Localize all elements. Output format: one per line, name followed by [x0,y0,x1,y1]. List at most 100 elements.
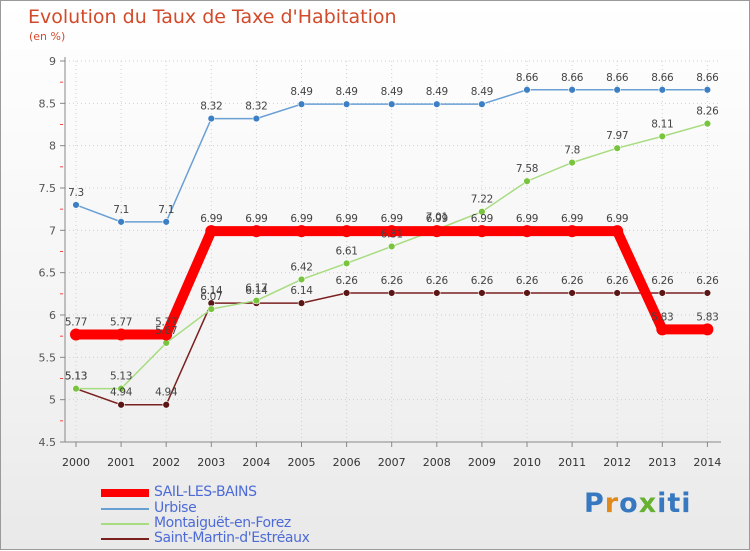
data-label-urbise: 7.3 [68,187,84,199]
x-tick-label: 2004 [242,456,270,469]
point-montaiguet-en-forez [72,384,80,393]
data-label-saint-martin-d-estreaux: 4.94 [110,387,133,399]
point-montaiguet-en-forez [613,144,621,152]
point-sail-les-bains [521,225,533,238]
data-label-montaiguet-en-forez: 7.58 [516,163,538,175]
data-label-sail-les-bains: 6.99 [516,213,538,225]
point-urbise [388,100,396,108]
point-montaiguet-en-forez [207,305,216,313]
x-tick-label: 2008 [423,456,451,469]
x-tick-label: 2012 [603,456,631,469]
data-label-montaiguet-en-forez: 6.07 [200,291,222,303]
point-montaiguet-en-forez [568,158,576,167]
chart-title: Evolution du Taux de Taxe d'Habitation [28,6,397,28]
point-urbise [297,100,306,108]
data-label-saint-martin-d-estreaux: 6.26 [696,275,719,287]
y-tick-label: 7.5 [39,182,57,195]
data-label-urbise: 8.66 [651,72,674,84]
point-montaiguet-en-forez [342,259,351,268]
data-label-montaiguet-en-forez: 6.17 [245,283,267,295]
x-tick-label: 2000 [62,456,90,469]
data-label-montaiguet-en-forez: 7.97 [606,130,628,142]
data-label-saint-martin-d-estreaux: 6.26 [561,275,584,287]
data-label-sail-les-bains: 6.99 [336,213,358,225]
proxiti-logo: Proxiti [584,488,692,519]
data-label-urbise: 8.66 [606,72,629,84]
point-sail-les-bains [250,225,263,238]
data-label-saint-martin-d-estreaux: 6.14 [200,285,223,297]
point-urbise [658,86,666,94]
point-sail-les-bains [475,225,488,238]
point-urbise [433,100,441,108]
point-montaiguet-en-forez [478,208,486,216]
y-tick-label: 6 [49,309,56,322]
point-sail-les-bains [385,225,398,238]
data-label-urbise: 8.49 [426,86,448,98]
point-sail-les-bains [656,323,669,336]
data-label-saint-martin-d-estreaux: 5.13 [65,371,87,383]
point-saint-martin-d-estreaux [433,289,441,297]
point-saint-martin-d-estreaux [568,289,576,297]
x-tick-label: 2003 [197,456,225,469]
y-tick-label: 6.5 [39,267,57,280]
x-tick-label: 2014 [693,456,721,469]
point-montaiguet-en-forez [162,339,170,347]
x-tick-label: 2010 [513,456,541,469]
data-label-montaiguet-en-forez: 8.26 [696,106,719,118]
legend-label-montaiguet: Montaiguët-en-Forez [154,515,291,531]
data-label-montaiguet-en-forez: 6.61 [336,245,358,257]
y-tick-label: 8 [49,140,56,153]
x-tick-label: 2001 [107,456,135,469]
point-montaiguet-en-forez [117,384,125,393]
x-tick-label: 2011 [558,456,586,469]
data-label-montaiguet-en-forez: 7.01 [426,211,448,223]
data-label-urbise: 8.66 [561,72,584,84]
point-sail-les-bains [70,328,82,341]
point-urbise [342,100,351,108]
data-label-sail-les-bains: 6.99 [606,213,628,225]
point-urbise [72,201,80,209]
x-tick-label: 2007 [378,456,406,469]
point-sail-les-bains [295,225,308,238]
legend-swatch-saint-martin [101,538,149,540]
x-tick-label: 2005 [288,456,316,469]
x-tick-label: 2013 [648,456,676,469]
point-urbise [117,218,125,226]
point-montaiguet-en-forez [703,119,712,128]
legend-swatch-montaiguet [101,523,149,525]
data-label-sail-les-bains: 6.99 [290,213,312,225]
point-urbise [613,86,621,94]
point-saint-martin-d-estreaux [703,289,712,297]
data-label-saint-martin-d-estreaux: 6.26 [471,275,494,287]
point-saint-martin-d-estreaux [342,289,351,297]
point-sail-les-bains [205,225,218,238]
point-saint-martin-d-estreaux [478,289,486,297]
point-montaiguet-en-forez [658,132,666,141]
data-label-urbise: 8.32 [200,101,222,113]
data-label-saint-martin-d-estreaux: 6.26 [336,275,359,287]
data-label-urbise: 7.1 [158,204,174,216]
point-sail-les-bains [115,328,128,341]
y-tick-label: 8.5 [39,97,57,110]
point-sail-les-bains [701,323,714,336]
data-label-sail-les-bains: 6.99 [561,213,583,225]
series-line-montaiguet-en-forez [76,122,708,390]
data-label-sail-les-bains: 5.77 [155,316,177,328]
legend-label-sail-les-bains: SAIL-LES-BAINS [154,484,257,500]
data-label-saint-martin-d-estreaux: 6.26 [381,275,404,287]
data-label-saint-martin-d-estreaux: 6.26 [651,275,674,287]
point-montaiguet-en-forez [297,275,306,284]
data-label-montaiguet-en-forez: 5.13 [110,371,132,383]
data-label-montaiguet-en-forez: 8.11 [651,118,673,130]
point-montaiguet-en-forez [388,242,396,251]
data-label-sail-les-bains: 6.99 [471,213,493,225]
point-sail-les-bains [430,225,443,238]
x-tick-label: 2009 [468,456,496,469]
unit-label: (en %) [29,30,66,43]
legend-swatch-urbise [101,508,149,510]
data-label-sail-les-bains: 5.77 [65,316,87,328]
point-sail-les-bains [340,225,353,238]
point-urbise [252,114,261,123]
data-label-sail-les-bains: 6.99 [381,213,403,225]
